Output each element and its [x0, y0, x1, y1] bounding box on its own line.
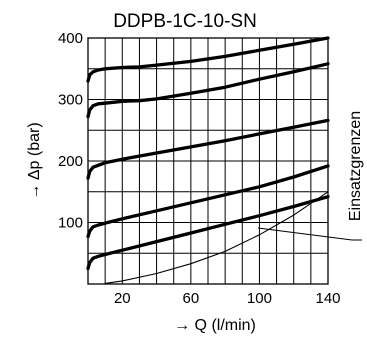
x-axis-label: → Q (l/min): [174, 317, 256, 334]
series-line-5: [86, 195, 330, 271]
annotation-leader-line: [257, 227, 353, 241]
x-tick-label: 60: [183, 290, 200, 307]
plot-frame: [87, 37, 329, 285]
x-tick-label: 100: [247, 290, 272, 307]
series-line-3: [86, 118, 330, 180]
y-tick-labels: 100 200 300 400: [58, 30, 83, 232]
curves: [86, 36, 330, 284]
x-tick-label: 140: [315, 290, 340, 307]
series-line-4: [86, 164, 330, 239]
grid-lines: [88, 38, 328, 284]
series-line-2: [86, 62, 330, 119]
y-tick-label: 200: [58, 153, 83, 170]
series-line-6: [104, 191, 329, 284]
series-line-1: [86, 36, 330, 83]
x-tick-labels: 20 60 100 140: [114, 290, 341, 307]
x-tick-label: 20: [114, 290, 131, 307]
y-axis-label: → Δp (bar): [26, 122, 43, 199]
y-tick-label: 100: [58, 215, 83, 232]
annotation-label: Einsatzgrenzen: [347, 111, 364, 221]
y-tick-label: 300: [58, 92, 83, 109]
y-tick-label: 400: [58, 30, 83, 47]
chart-title: DDPB-1C-10-SN: [113, 11, 257, 32]
